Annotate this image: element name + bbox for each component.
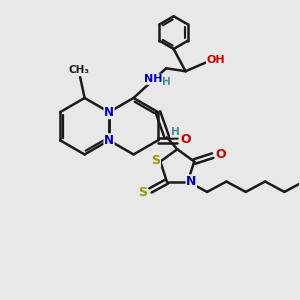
Text: N: N (104, 106, 114, 118)
Text: O: O (180, 133, 191, 146)
Text: CH₃: CH₃ (68, 65, 89, 75)
Text: O: O (216, 148, 226, 160)
Text: H: H (162, 77, 171, 87)
Text: S: S (138, 186, 147, 199)
Text: NH: NH (145, 74, 163, 84)
Text: N: N (186, 175, 197, 188)
Text: OH: OH (206, 55, 225, 65)
Text: S: S (152, 154, 160, 166)
Text: N: N (104, 134, 114, 147)
Text: H: H (171, 127, 180, 137)
